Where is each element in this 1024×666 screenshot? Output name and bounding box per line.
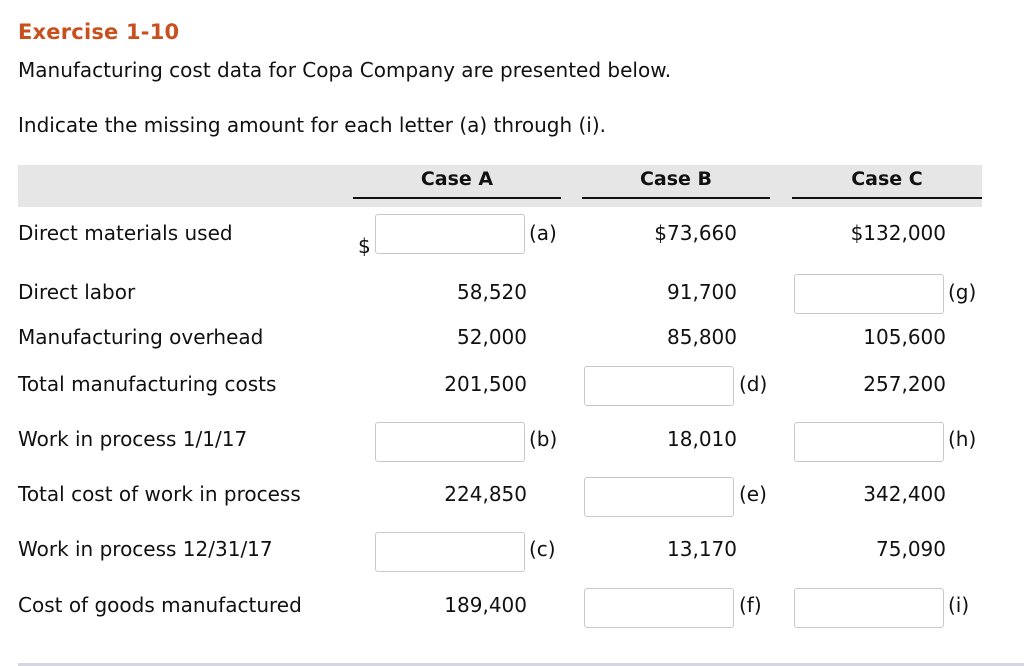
answer-input-g[interactable]: [794, 274, 944, 314]
case-c-total-cost-wip: 342,400: [863, 482, 946, 506]
answer-input-d[interactable]: [584, 366, 734, 406]
row-label-total-manufacturing-costs: Total manufacturing costs: [18, 372, 277, 396]
answer-input-a[interactable]: [375, 214, 525, 254]
column-header-case-c: Case C: [851, 168, 923, 190]
case-b-wip-ending: 13,170: [667, 537, 737, 561]
case-c-direct-materials: $132,000: [850, 221, 946, 245]
column-header-case-b: Case B: [639, 168, 713, 190]
answer-input-h[interactable]: [794, 422, 944, 462]
case-b-direct-materials: $73,660: [654, 221, 737, 245]
answer-input-e[interactable]: [584, 477, 734, 517]
case-c-total-manufacturing-costs: 257,200: [863, 372, 946, 396]
letter-label-h: (h): [948, 427, 977, 451]
row-label-total-cost-wip: Total cost of work in process: [18, 482, 301, 506]
row-label-cost-of-goods-manufactured: Cost of goods manufactured: [18, 593, 302, 617]
column-underline-case-b: [582, 197, 770, 199]
column-header-case-a: Case A: [420, 168, 494, 190]
row-label-direct-labor: Direct labor: [18, 280, 136, 304]
instruction-text: Indicate the missing amount for each let…: [18, 113, 607, 137]
row-label-manufacturing-overhead: Manufacturing overhead: [18, 325, 264, 349]
letter-label-i: (i): [948, 593, 970, 617]
row-label-wip-ending: Work in process 12/31/17: [18, 537, 273, 561]
letter-label-g: (g): [948, 280, 977, 304]
case-c-manufacturing-overhead: 105,600: [863, 325, 946, 349]
answer-input-c[interactable]: [375, 532, 525, 572]
column-underline-case-a: [353, 197, 561, 199]
intro-text: Manufacturing cost data for Copa Company…: [18, 58, 672, 82]
case-a-manufacturing-overhead: 52,000: [457, 325, 527, 349]
case-c-wip-ending: 75,090: [876, 537, 946, 561]
case-a-total-cost-wip: 224,850: [444, 482, 527, 506]
case-b-wip-beginning: 18,010: [667, 427, 737, 451]
row-label-direct-materials: Direct materials used: [18, 221, 233, 245]
column-underline-case-c: [792, 197, 982, 199]
row-label-wip-beginning: Work in process 1/1/17: [18, 427, 248, 451]
bottom-divider: [18, 663, 1024, 666]
case-a-direct-labor: 58,520: [457, 280, 527, 304]
case-a-total-manufacturing-costs: 201,500: [444, 372, 527, 396]
exercise-title: Exercise 1-10: [18, 20, 180, 44]
table-header-band: [18, 165, 982, 207]
case-a-cost-of-goods-manufactured: 189,400: [444, 593, 527, 617]
answer-input-b[interactable]: [375, 422, 525, 462]
letter-label-a: (a): [529, 221, 557, 245]
answer-input-i[interactable]: [794, 588, 944, 628]
letter-label-c: (c): [529, 537, 556, 561]
case-b-direct-labor: 91,700: [667, 280, 737, 304]
dollar-sign: $: [358, 234, 371, 258]
letter-label-f: (f): [739, 593, 762, 617]
case-b-manufacturing-overhead: 85,800: [667, 325, 737, 349]
answer-input-f[interactable]: [584, 588, 734, 628]
letter-label-d: (d): [739, 372, 768, 396]
letter-label-e: (e): [739, 482, 767, 506]
letter-label-b: (b): [529, 427, 558, 451]
